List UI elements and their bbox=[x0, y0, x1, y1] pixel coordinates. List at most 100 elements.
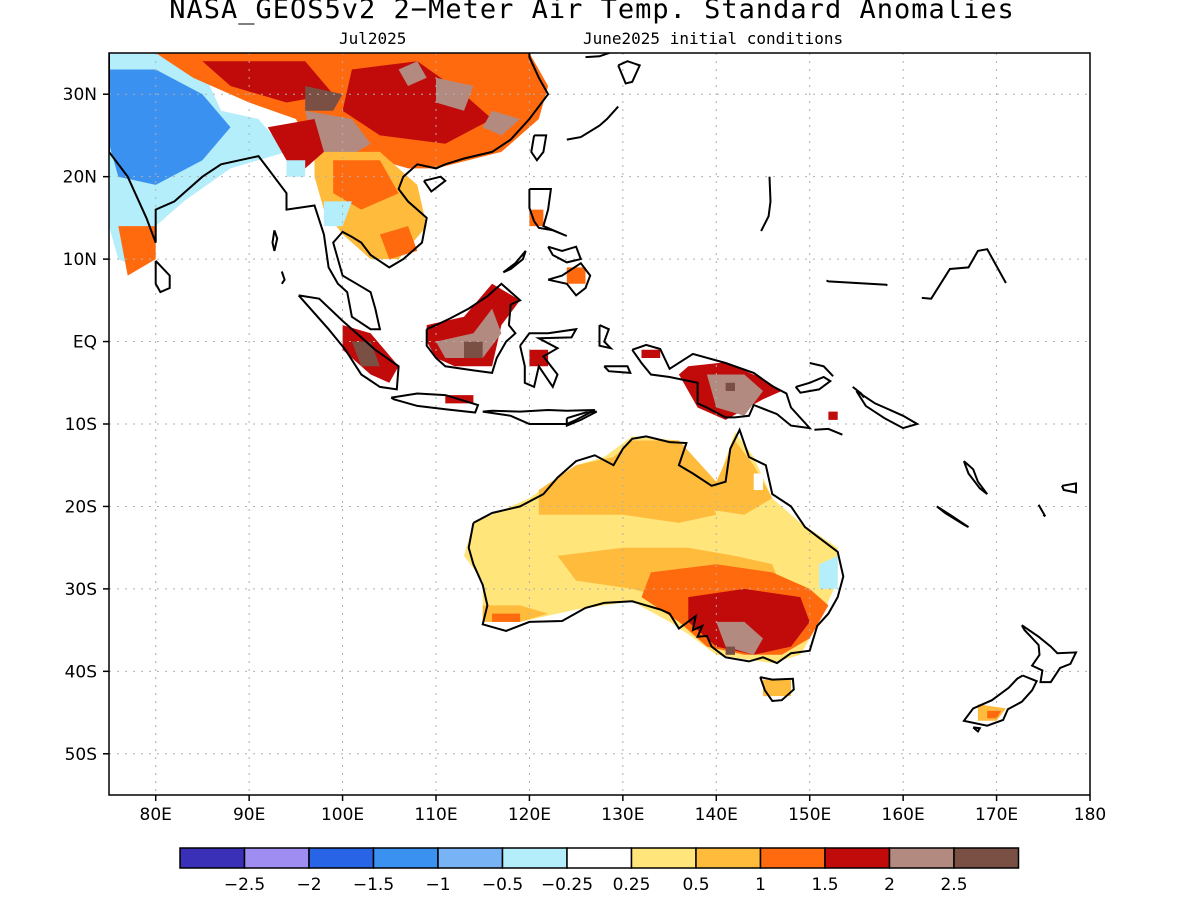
colorbar-label: −2 bbox=[296, 875, 321, 895]
colorbar: −2.5 −2 −1.5 −1 −0.5 −0.25 0.25 0.5 1 1.5 2 2.5 bbox=[179, 847, 1020, 895]
lon-tick-label: 110E bbox=[414, 805, 457, 825]
coast-lesser-sunda bbox=[482, 408, 596, 425]
field-indochina-warm bbox=[333, 160, 399, 210]
field-cambodia bbox=[379, 226, 418, 260]
lat-tick-label: 20S bbox=[65, 497, 97, 517]
colorbar-swatch bbox=[630, 847, 697, 869]
field-luzon bbox=[529, 209, 544, 227]
colorbar-swatch bbox=[695, 847, 762, 869]
lon-tick-label: 170E bbox=[975, 805, 1018, 825]
coast-andaman bbox=[271, 229, 279, 252]
coast-kyushu bbox=[617, 60, 642, 85]
field-aus-se-brown bbox=[725, 646, 735, 655]
field-tasmania bbox=[763, 679, 791, 697]
field-myanmar-cool bbox=[286, 160, 306, 177]
field-solomon bbox=[828, 411, 838, 420]
coast-halmahera bbox=[598, 324, 614, 350]
coast-sumatra bbox=[297, 294, 400, 391]
coast-stewart bbox=[972, 726, 982, 734]
coast-marshall bbox=[921, 248, 1007, 300]
field-china-red2 bbox=[482, 110, 521, 136]
colorbar-label: 1.5 bbox=[811, 875, 838, 895]
coast-taiwan bbox=[530, 134, 548, 162]
field-myanmar bbox=[267, 119, 324, 169]
field-south-india bbox=[118, 226, 156, 276]
coast-bismarck-n bbox=[809, 362, 834, 377]
lon-tick-label: 100E bbox=[321, 805, 364, 825]
coast-korea-s bbox=[585, 53, 619, 59]
lat-tick-label: 50S bbox=[65, 745, 97, 765]
coast-bougainville bbox=[852, 386, 865, 399]
colorbar-swatch bbox=[179, 847, 246, 869]
anomaly-fields bbox=[109, 53, 1006, 721]
lat-tick-label: EQ bbox=[73, 333, 97, 353]
lat-tick-label: 10N bbox=[63, 250, 97, 270]
forecast-month: Jul2025 bbox=[339, 29, 407, 48]
colorbar-label: 2 bbox=[884, 875, 895, 895]
coast-nz-south bbox=[962, 674, 1039, 727]
field-aus-cy-cool bbox=[753, 473, 763, 490]
lon-tick-label: 80E bbox=[140, 805, 172, 825]
coast-sri-lanka bbox=[154, 260, 171, 294]
coast-solomon bbox=[855, 390, 920, 430]
coast-hainan bbox=[423, 175, 447, 193]
coast-vanuatu bbox=[962, 460, 989, 495]
coast-palawan bbox=[502, 250, 527, 274]
coast-ryukyu bbox=[566, 105, 619, 141]
colorbar-swatch bbox=[437, 847, 504, 869]
colorbar-swatch bbox=[566, 847, 633, 869]
grid-lines bbox=[109, 53, 1090, 795]
field-india-mid bbox=[109, 86, 184, 152]
coast-louisiade bbox=[814, 427, 843, 436]
coast-new-britain bbox=[794, 375, 833, 394]
coast-new-guinea bbox=[631, 343, 813, 430]
field-png-red bbox=[706, 374, 763, 416]
lat-tick-label: 30S bbox=[65, 580, 97, 600]
axis-ticks: 30N 20N 10N EQ 10S 20S 30S 40S 50S 80E 90E 100E 110E… bbox=[63, 85, 1107, 825]
coast-mindanao bbox=[547, 261, 592, 297]
coast-fiji bbox=[1061, 482, 1077, 494]
colorbar-label: −0.5 bbox=[482, 875, 523, 895]
field-aus-se-orange bbox=[688, 588, 810, 655]
colorbar-swatch bbox=[372, 847, 439, 869]
lon-tick-label: 180 bbox=[1074, 805, 1106, 825]
lat-tick-label: 10S bbox=[65, 415, 97, 435]
colorbar-swatch bbox=[888, 847, 955, 869]
colorbar-swatch bbox=[501, 847, 568, 869]
field-mindanao bbox=[566, 267, 586, 284]
field-png-brown bbox=[725, 382, 735, 391]
field-china-hot2 bbox=[202, 61, 334, 103]
field-borneo-brown bbox=[464, 341, 483, 358]
coast-asia-mainland bbox=[109, 53, 550, 331]
field-sulawesi bbox=[529, 349, 549, 367]
field-china-red3 bbox=[398, 61, 427, 86]
colorbar-label: 2.5 bbox=[940, 875, 967, 895]
lon-tick-label: 130E bbox=[601, 805, 644, 825]
lon-tick-label: 160E bbox=[882, 805, 925, 825]
coast-java bbox=[390, 392, 480, 414]
coast-visayas bbox=[547, 245, 583, 264]
colorbar-swatch bbox=[308, 847, 375, 869]
lon-tick-label: 90E bbox=[233, 805, 265, 825]
coast-seram bbox=[603, 365, 632, 375]
colorbar-label: −2.5 bbox=[224, 875, 265, 895]
lat-tick-label: 40S bbox=[65, 662, 97, 682]
lat-tick-label: 30N bbox=[63, 85, 97, 105]
colorbar-label: −1.5 bbox=[353, 875, 394, 895]
field-tibet-brown bbox=[305, 86, 343, 111]
field-bird bbox=[641, 349, 661, 358]
coast-borneo bbox=[425, 282, 522, 375]
map-plot-area bbox=[109, 53, 1090, 795]
coast-marianas bbox=[760, 176, 772, 232]
coast-tonga bbox=[1037, 504, 1047, 518]
lat-tick-label: 20N bbox=[63, 168, 97, 188]
field-thai-cool bbox=[323, 201, 352, 227]
lon-tick-label: 150E bbox=[788, 805, 831, 825]
field-borneo-red bbox=[436, 308, 502, 358]
field-aus-north2 bbox=[585, 465, 717, 523]
colorbar-label: 1 bbox=[755, 875, 766, 895]
lon-tick-label: 120E bbox=[508, 805, 551, 825]
colorbar-swatch bbox=[824, 847, 891, 869]
lon-tick-label: 140E bbox=[695, 805, 738, 825]
field-nz-orange bbox=[987, 710, 1002, 719]
